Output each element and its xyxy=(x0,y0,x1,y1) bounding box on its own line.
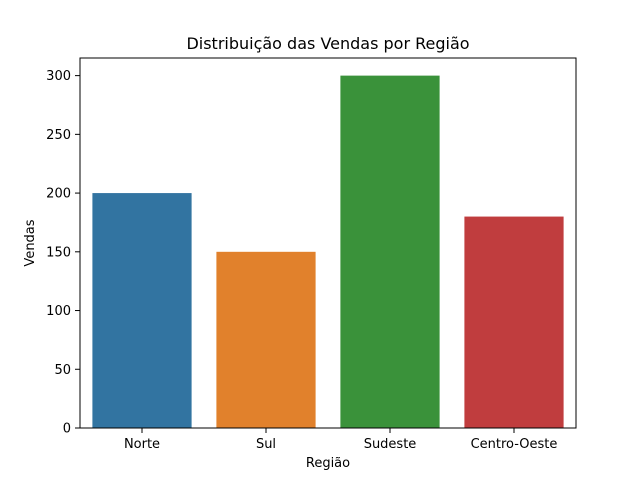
bars-group xyxy=(92,75,564,429)
chart-title: Distribuição das Vendas por Região xyxy=(186,34,469,53)
bar-sul xyxy=(216,251,316,428)
y-tick-label: 0 xyxy=(63,422,71,437)
y-axis-ticks: 0 50 100 150 200 250 300 xyxy=(46,69,80,437)
y-tick-label: 50 xyxy=(54,363,71,378)
y-tick-label: 250 xyxy=(46,128,71,143)
plot-frame xyxy=(79,57,577,429)
bar-sudeste xyxy=(340,75,440,429)
y-tick-label: 300 xyxy=(46,69,71,84)
y-tick-label: 100 xyxy=(46,304,71,319)
y-tick-label: 200 xyxy=(46,187,71,202)
x-axis-ticks: Norte Sul Sudeste Centro-Oeste xyxy=(124,428,557,452)
bar-norte xyxy=(92,193,192,428)
y-axis-title: Vendas xyxy=(23,219,38,266)
x-tick-label: Sul xyxy=(256,437,276,452)
x-tick-label: Norte xyxy=(124,437,160,452)
x-axis-title: Região xyxy=(306,456,350,471)
y-tick-label: 150 xyxy=(46,245,71,260)
x-tick-label: Centro-Oeste xyxy=(471,437,558,452)
bar-centro-oeste xyxy=(464,216,564,428)
x-tick-label: Sudeste xyxy=(364,437,417,452)
